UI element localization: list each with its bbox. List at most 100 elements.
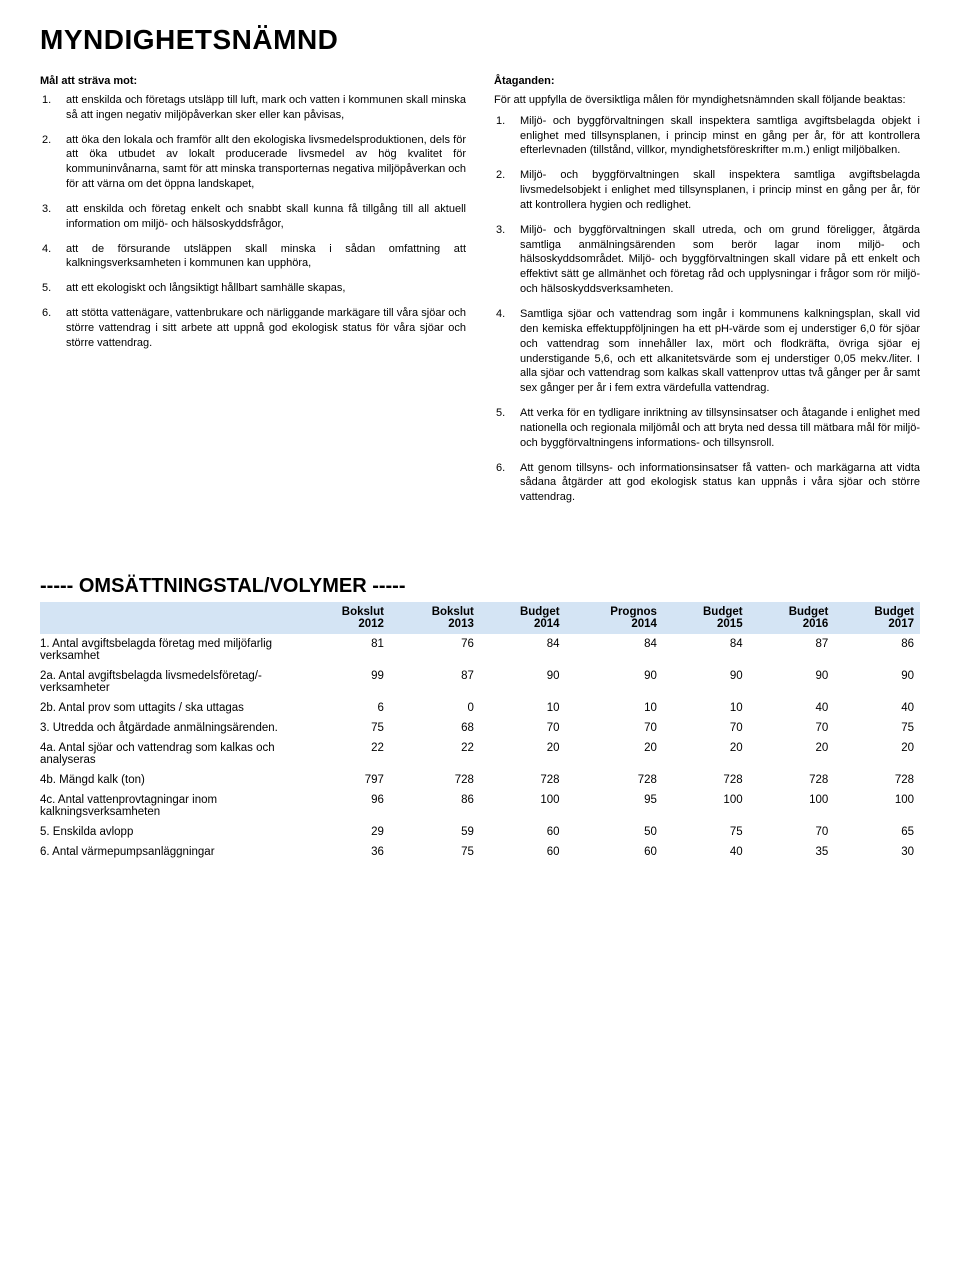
cell-value: 10 xyxy=(566,698,663,718)
two-column-layout: Mål att sträva mot: att enskilda och för… xyxy=(40,74,920,515)
cell-value: 100 xyxy=(663,790,749,822)
cell-value: 797 xyxy=(300,770,390,790)
cell-value: 65 xyxy=(834,822,920,842)
commitments-heading: Åtaganden: xyxy=(494,74,920,89)
cell-value: 87 xyxy=(749,634,835,666)
col-header: Budget2014 xyxy=(480,602,566,634)
cell-value: 100 xyxy=(749,790,835,822)
cell-value: 728 xyxy=(663,770,749,790)
cell-value: 36 xyxy=(300,842,390,862)
cell-value: 10 xyxy=(480,698,566,718)
commitment-item: Miljö- och byggförvaltningen skall inspe… xyxy=(494,114,920,159)
row-label: 5. Enskilda avlopp xyxy=(40,822,300,842)
commitment-item: Att verka för en tydligare inriktning av… xyxy=(494,406,920,451)
table-row: 1. Antal avgiftsbelagda företag med milj… xyxy=(40,634,920,666)
cell-value: 30 xyxy=(834,842,920,862)
cell-value: 29 xyxy=(300,822,390,842)
cell-value: 70 xyxy=(480,718,566,738)
cell-value: 40 xyxy=(834,698,920,718)
cell-value: 60 xyxy=(480,842,566,862)
row-label: 6. Antal värmepumpsanläggningar xyxy=(40,842,300,862)
row-label: 4b. Mängd kalk (ton) xyxy=(40,770,300,790)
cell-value: 86 xyxy=(390,790,480,822)
row-label: 4c. Antal vattenprovtagningar inom kalkn… xyxy=(40,790,300,822)
goal-item: att de försurande utsläppen skall minska… xyxy=(40,242,466,272)
cell-value: 84 xyxy=(480,634,566,666)
cell-value: 59 xyxy=(390,822,480,842)
goal-item: att stötta vattenägare, vattenbrukare oc… xyxy=(40,306,466,351)
volumes-section-title: ----- OMSÄTTNINGSTAL/VOLYMER ----- xyxy=(40,575,920,598)
cell-value: 76 xyxy=(390,634,480,666)
col-header: Bokslut2012 xyxy=(300,602,390,634)
cell-value: 728 xyxy=(566,770,663,790)
commitments-intro: För att uppfylla de översiktliga målen f… xyxy=(494,93,920,108)
cell-value: 90 xyxy=(749,666,835,698)
row-label: 1. Antal avgiftsbelagda företag med milj… xyxy=(40,634,300,666)
cell-value: 728 xyxy=(480,770,566,790)
col-header: Budget2015 xyxy=(663,602,749,634)
goals-heading: Mål att sträva mot: xyxy=(40,74,466,89)
cell-value: 84 xyxy=(566,634,663,666)
cell-value: 87 xyxy=(390,666,480,698)
row-label: 2a. Antal avgiftsbelagda livsmedelsföret… xyxy=(40,666,300,698)
goal-item: att öka den lokala och framför allt den … xyxy=(40,133,466,192)
page-title: MYNDIGHETSNÄMND xyxy=(40,24,920,56)
table-row: 3. Utredda och åtgärdade anmälningsärend… xyxy=(40,718,920,738)
cell-value: 22 xyxy=(300,738,390,770)
commitments-list: Miljö- och byggförvaltningen skall inspe… xyxy=(494,114,920,505)
goal-item: att ett ekologiskt och långsiktigt hållb… xyxy=(40,281,466,296)
left-column: Mål att sträva mot: att enskilda och för… xyxy=(40,74,466,361)
cell-value: 70 xyxy=(749,822,835,842)
cell-value: 95 xyxy=(566,790,663,822)
cell-value: 75 xyxy=(834,718,920,738)
cell-value: 70 xyxy=(663,718,749,738)
table-row: 2b. Antal prov som uttagits / ska uttaga… xyxy=(40,698,920,718)
row-label: 2b. Antal prov som uttagits / ska uttaga… xyxy=(40,698,300,718)
table-row: 4b. Mängd kalk (ton)79772872872872872872… xyxy=(40,770,920,790)
cell-value: 728 xyxy=(834,770,920,790)
cell-value: 75 xyxy=(663,822,749,842)
goal-item: att enskilda och företags utsläpp till l… xyxy=(40,93,466,123)
commitment-item: Att genom tillsyns- och informationsinsa… xyxy=(494,461,920,506)
cell-value: 86 xyxy=(834,634,920,666)
table-row: 2a. Antal avgiftsbelagda livsmedelsföret… xyxy=(40,666,920,698)
cell-value: 90 xyxy=(663,666,749,698)
cell-value: 40 xyxy=(749,698,835,718)
table-row: 4c. Antal vattenprovtagningar inom kalkn… xyxy=(40,790,920,822)
table-row: 4a. Antal sjöar och vattendrag som kalka… xyxy=(40,738,920,770)
cell-value: 6 xyxy=(300,698,390,718)
commitment-item: Miljö- och byggförvaltningen skall utred… xyxy=(494,223,920,297)
col-header: Budget2017 xyxy=(834,602,920,634)
table-header-row: Bokslut2012 Bokslut2013 Budget2014 Progn… xyxy=(40,602,920,634)
goals-list: att enskilda och företags utsläpp till l… xyxy=(40,93,466,351)
goal-item: att enskilda och företag enkelt och snab… xyxy=(40,202,466,232)
cell-value: 75 xyxy=(390,842,480,862)
cell-value: 40 xyxy=(663,842,749,862)
commitment-item: Miljö- och byggförvaltningen skall inspe… xyxy=(494,168,920,213)
cell-value: 84 xyxy=(663,634,749,666)
cell-value: 20 xyxy=(834,738,920,770)
cell-value: 10 xyxy=(663,698,749,718)
cell-value: 728 xyxy=(749,770,835,790)
volumes-table-head: Bokslut2012 Bokslut2013 Budget2014 Progn… xyxy=(40,602,920,634)
cell-value: 60 xyxy=(566,842,663,862)
volumes-table-body: 1. Antal avgiftsbelagda företag med milj… xyxy=(40,634,920,862)
cell-value: 70 xyxy=(749,718,835,738)
col-header-empty xyxy=(40,602,300,634)
table-row: 5. Enskilda avlopp29596050757065 xyxy=(40,822,920,842)
cell-value: 728 xyxy=(390,770,480,790)
cell-value: 20 xyxy=(749,738,835,770)
cell-value: 20 xyxy=(480,738,566,770)
col-header: Bokslut2013 xyxy=(390,602,480,634)
cell-value: 68 xyxy=(390,718,480,738)
commitment-item: Samtliga sjöar och vattendrag som ingår … xyxy=(494,307,920,396)
cell-value: 20 xyxy=(566,738,663,770)
cell-value: 100 xyxy=(834,790,920,822)
cell-value: 99 xyxy=(300,666,390,698)
cell-value: 75 xyxy=(300,718,390,738)
right-column: Åtaganden: För att uppfylla de översiktl… xyxy=(494,74,920,515)
cell-value: 35 xyxy=(749,842,835,862)
cell-value: 81 xyxy=(300,634,390,666)
cell-value: 100 xyxy=(480,790,566,822)
cell-value: 22 xyxy=(390,738,480,770)
